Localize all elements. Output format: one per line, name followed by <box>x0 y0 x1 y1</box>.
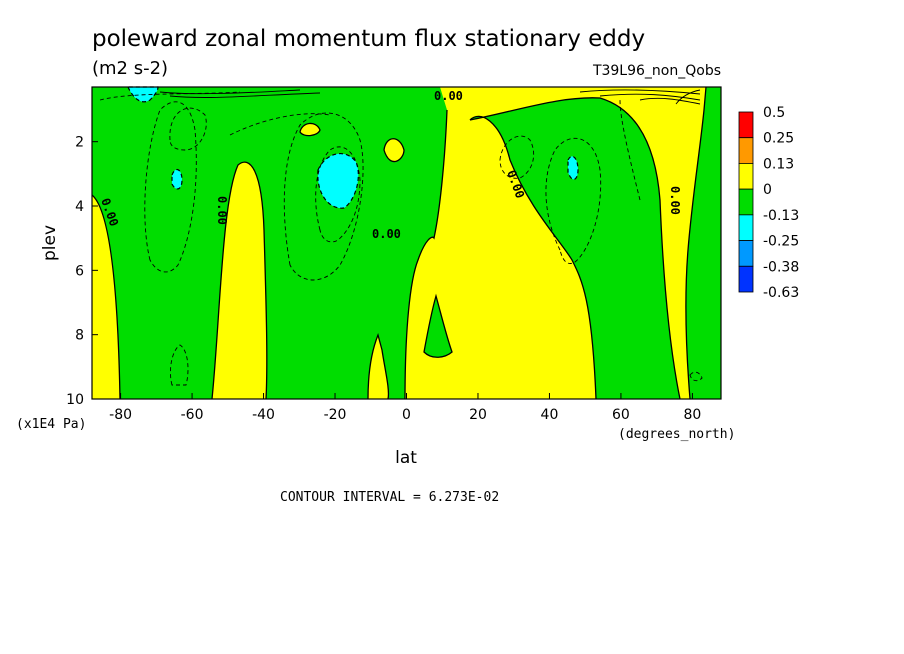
colorbar-swatch <box>738 214 754 241</box>
colorbar-label: -0.13 <box>763 208 799 224</box>
negative-region-southern-pole <box>92 87 447 399</box>
y-tick-label: 2 <box>75 135 84 151</box>
colorbar-swatch <box>738 188 754 216</box>
x-units-label: (degrees_north) <box>618 427 735 442</box>
negative-tongue-equator <box>424 296 452 358</box>
y-axis: 2 4 6 8 10 <box>66 135 98 408</box>
units-label: (m2 s-2) <box>92 58 168 79</box>
x-tick-label: 60 <box>612 407 630 423</box>
colorbar-swatch <box>738 240 754 267</box>
plot-area: 0.00 0.00 0.00 0.00 0.00 0.00 <box>91 86 722 400</box>
contour-label: 0.00 <box>668 186 682 215</box>
colorbar-swatch <box>738 265 754 293</box>
x-tick-label: 40 <box>541 407 559 423</box>
y-tick-label: 4 <box>75 199 84 215</box>
negative-region-northern-subtropics <box>470 97 680 399</box>
colorbar-label: 0.25 <box>763 131 794 147</box>
negative-region-northern-pole <box>685 87 721 399</box>
contour-label: 0.00 <box>215 196 229 225</box>
strong-negative-pocket-left <box>171 168 183 190</box>
contour-interval-label: CONTOUR INTERVAL = 6.273E-02 <box>280 490 499 505</box>
colorbar-label: 0.13 <box>763 156 794 172</box>
colorbar-label: -0.63 <box>763 285 799 301</box>
chart-title: poleward zonal momentum flux stationary … <box>92 26 645 52</box>
x-axis-label: lat <box>395 448 417 468</box>
zero-contours <box>91 86 707 400</box>
contour-label: 0.00 <box>372 227 401 241</box>
contour-label: 0.00 <box>434 89 463 103</box>
x-tick-label: -60 <box>181 407 204 423</box>
y-tick-label: 10 <box>66 392 84 408</box>
x-tick-label: 0 <box>402 407 411 423</box>
upper-boundary-contours <box>159 89 701 105</box>
x-tick-label: -20 <box>324 407 347 423</box>
y-tick-label: 6 <box>75 263 84 279</box>
negative-contours <box>99 91 703 386</box>
strong-negative-pocket-southern-jet <box>317 153 359 209</box>
x-tick-label: -80 <box>109 407 132 423</box>
x-tick-label: 20 <box>469 407 487 423</box>
colorbar-label: 0 <box>763 182 772 198</box>
colorbar: 0.5 0.25 0.13 0 -0.13 -0.25 -0.38 -0.63 <box>738 105 799 301</box>
colorbar-swatch <box>738 137 754 164</box>
y-tick-label: 8 <box>75 328 84 344</box>
y-axis-label: plev <box>40 225 60 261</box>
x-tick-label: 80 <box>683 407 701 423</box>
colorbar-label: -0.38 <box>763 259 799 275</box>
strong-negative-pocket-northern <box>567 155 579 180</box>
x-tick-label: -40 <box>252 407 275 423</box>
colorbar-label: 0.5 <box>763 105 785 121</box>
colorbar-label: -0.25 <box>763 234 799 250</box>
x-axis: -80 -60 -40 -20 0 20 40 60 80 <box>109 393 701 423</box>
colorbar-swatch <box>738 111 754 139</box>
colorbar-swatch <box>738 163 754 190</box>
dataset-label: T39L96_non_Qobs <box>592 63 721 79</box>
y-units-label: (x1E4 Pa) <box>16 417 86 432</box>
